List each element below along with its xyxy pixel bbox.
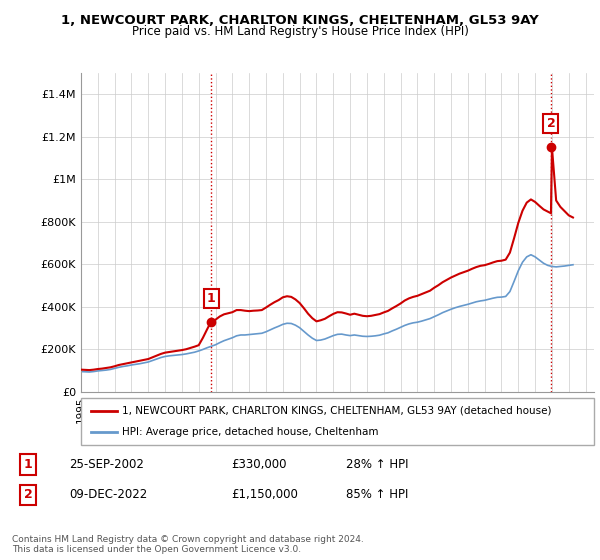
Text: 1, NEWCOURT PARK, CHARLTON KINGS, CHELTENHAM, GL53 9AY (detached house): 1, NEWCOURT PARK, CHARLTON KINGS, CHELTE…	[122, 406, 551, 416]
FancyBboxPatch shape	[81, 398, 594, 445]
Text: 1: 1	[23, 458, 32, 471]
Text: £330,000: £330,000	[231, 458, 286, 471]
Text: £1,150,000: £1,150,000	[231, 488, 298, 501]
Text: 28% ↑ HPI: 28% ↑ HPI	[346, 458, 409, 471]
Text: 1, NEWCOURT PARK, CHARLTON KINGS, CHELTENHAM, GL53 9AY: 1, NEWCOURT PARK, CHARLTON KINGS, CHELTE…	[61, 14, 539, 27]
Text: HPI: Average price, detached house, Cheltenham: HPI: Average price, detached house, Chel…	[122, 427, 379, 437]
Text: 2: 2	[547, 117, 556, 130]
Text: 85% ↑ HPI: 85% ↑ HPI	[346, 488, 409, 501]
Text: 25-SEP-2002: 25-SEP-2002	[70, 458, 145, 471]
Text: 1: 1	[206, 292, 215, 305]
Text: 09-DEC-2022: 09-DEC-2022	[70, 488, 148, 501]
Text: Contains HM Land Registry data © Crown copyright and database right 2024.
This d: Contains HM Land Registry data © Crown c…	[12, 535, 364, 554]
Text: Price paid vs. HM Land Registry's House Price Index (HPI): Price paid vs. HM Land Registry's House …	[131, 25, 469, 38]
Text: 2: 2	[23, 488, 32, 501]
